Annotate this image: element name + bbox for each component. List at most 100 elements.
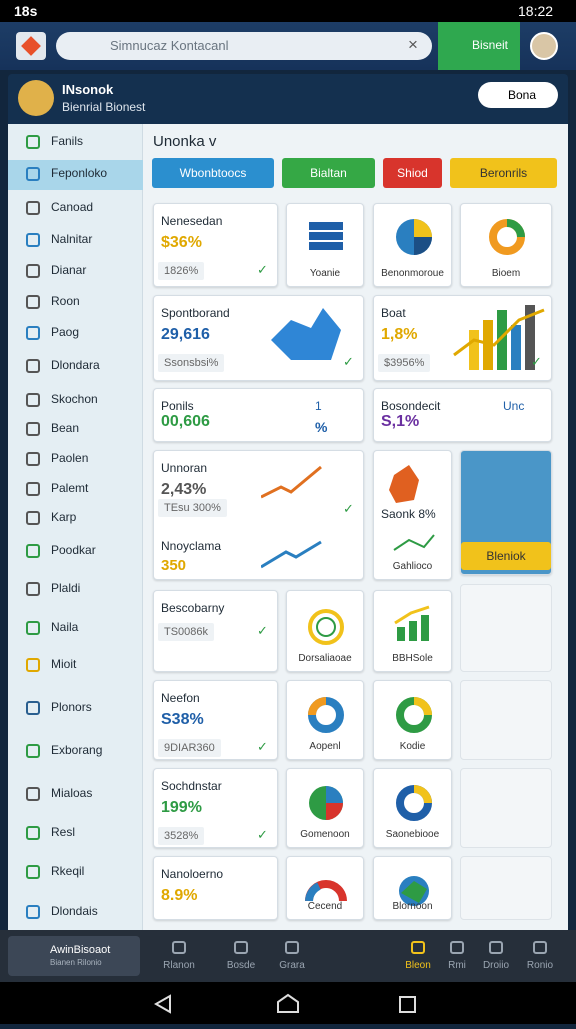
card[interactable]: Nenesedan $36% 1826% ✓ (153, 203, 278, 287)
sidebar-item[interactable]: Mioit (51, 657, 77, 671)
search-clear[interactable]: × (408, 35, 418, 54)
nav-icon[interactable] (234, 941, 248, 954)
nav-icon[interactable] (450, 941, 464, 954)
tab-button[interactable]: Bialtan (282, 158, 375, 188)
sidebar-item[interactable]: Bean (51, 421, 80, 435)
sidebar-item[interactable]: Naila (51, 620, 79, 634)
sidebar-item[interactable]: Dianar (51, 263, 87, 277)
sidebar-item[interactable]: Feponloko (51, 166, 108, 180)
card-icon (305, 880, 347, 902)
sidebar-item[interactable]: Resl (51, 825, 76, 839)
card[interactable]: Aopenl (286, 680, 364, 760)
empty-card (460, 856, 552, 920)
nav-label[interactable]: Bleon (405, 960, 431, 971)
sidebar-item[interactable]: Poodkar (51, 543, 96, 557)
nav-icon[interactable] (285, 941, 299, 954)
check-icon: ✓ (257, 623, 268, 638)
sidebar-item[interactable]: Exborang (51, 743, 103, 757)
sidebar-item[interactable]: Plonors (51, 700, 92, 714)
card-icon (413, 785, 432, 804)
sidebar-item[interactable]: Palemt (51, 481, 89, 495)
card[interactable]: Yoanie (286, 203, 364, 287)
top-button[interactable]: Bisneit (438, 22, 520, 70)
card-title: Spontborand (161, 306, 230, 320)
tab-button[interactable]: Wbonbtoocs (152, 158, 274, 188)
card[interactable]: Bosondecit S,1% Unc (373, 388, 552, 442)
sidebar-item[interactable]: Paolen (51, 451, 89, 465)
card-icon (393, 534, 435, 551)
sidebar-item[interactable]: Plaldi (51, 581, 81, 595)
card[interactable]: Benonmoroue (373, 203, 452, 287)
card-icon (309, 222, 343, 250)
avatar[interactable] (530, 32, 558, 60)
card[interactable]: Bleniok (460, 450, 552, 575)
card-icon (326, 803, 343, 820)
card[interactable]: Nanoloerno 8.9% (153, 856, 278, 920)
card[interactable]: BBHSole (373, 590, 452, 672)
card[interactable]: Dorsaliaoae (286, 590, 364, 672)
tab-button[interactable]: Beronrils (450, 158, 557, 188)
app-logo[interactable] (16, 32, 46, 60)
card[interactable]: Neefon S38% 9DIAR360 ✓ (153, 680, 278, 760)
sidebar-item[interactable]: Nalnitar (51, 232, 93, 246)
card[interactable]: Sochdnstar 199% 3528% ✓ (153, 768, 278, 848)
sidebar-item[interactable]: Skochon (51, 392, 98, 406)
nav-label[interactable]: Bosde (226, 960, 256, 971)
card[interactable]: Bioem (460, 203, 552, 287)
card-value-2: 350 (161, 557, 187, 574)
sidebar-item[interactable]: Rkeqil (51, 864, 85, 878)
tab-label: Beronrils (479, 166, 528, 180)
sidebar-item[interactable]: Karp (51, 510, 77, 524)
nav-label[interactable]: Droiio (482, 960, 510, 971)
card-label: Kodie (399, 741, 426, 752)
status-left: 18s (14, 3, 38, 19)
sidebar-item[interactable]: Roon (51, 294, 80, 308)
sidebar-icon (26, 865, 40, 879)
sidebar-icon (26, 135, 40, 149)
card[interactable]: Blornoon (373, 856, 452, 920)
card-title: Unnoran (161, 461, 208, 475)
card[interactable]: Bescobarny TS0086k ✓ (153, 590, 278, 672)
card[interactable]: Boat 1,8% $3956% ✓ (373, 295, 552, 381)
top-button-label: Bisneit (472, 38, 509, 52)
header-button[interactable]: Bona (478, 82, 558, 108)
card-icon (453, 305, 545, 370)
card-label: Gahlioco (392, 561, 433, 572)
card[interactable]: Unnoran 2,43% TEsu 300% ✓ Nnoyclama 350 (153, 450, 364, 580)
card[interactable]: Spontborand 29,616 Ssonsbsi% ✓ (153, 295, 364, 381)
sidebar-icon (26, 295, 40, 309)
card[interactable]: Ponils 00,606 1% (153, 388, 364, 442)
sidebar-item[interactable]: Canoad (51, 200, 94, 214)
card-icon (309, 786, 343, 820)
card-value: 199% (161, 799, 202, 816)
card-icon (413, 219, 432, 237)
sidebar-item[interactable]: Fanils (51, 134, 84, 148)
card-note: $3956% (378, 354, 431, 372)
card[interactable]: Cecend (286, 856, 364, 920)
tab-button[interactable]: Shiod (383, 158, 442, 188)
card[interactable]: Gomenoon (286, 768, 364, 848)
sidebar-icon (26, 359, 40, 373)
card-label: Aopenl (309, 741, 341, 752)
nav-label[interactable]: Rlanon (163, 960, 195, 971)
nav-icon[interactable] (489, 941, 503, 954)
sidebar-item[interactable]: Mialoas (51, 786, 93, 800)
sidebar-icon (26, 264, 40, 278)
search-box[interactable]: Simnucaz Kontacanl × (56, 32, 432, 60)
sidebar-item[interactable]: Dlondara (51, 358, 100, 372)
top-bar: Simnucaz Kontacanl × Bisneit (0, 22, 576, 70)
sidebar-item[interactable]: Paog (51, 325, 80, 339)
sidebar-item[interactable]: Dlondais (51, 904, 98, 918)
card-button[interactable]: Bleniok (461, 542, 551, 570)
card-icon (309, 232, 343, 240)
profile-card[interactable]: AwinBisoaot Bianen Rilonio (8, 936, 140, 976)
nav-label[interactable]: Grara (279, 960, 305, 971)
nav-icon[interactable] (172, 941, 186, 954)
card[interactable]: Saonk 8% Gahlioco (373, 450, 452, 580)
card[interactable]: Kodie (373, 680, 452, 760)
nav-icon[interactable] (533, 941, 547, 954)
card[interactable]: Saonebiooe (373, 768, 452, 848)
nav-label[interactable]: Rmi (448, 960, 466, 971)
nav-label[interactable]: Ronio (526, 960, 554, 971)
nav-icon[interactable] (411, 941, 425, 954)
